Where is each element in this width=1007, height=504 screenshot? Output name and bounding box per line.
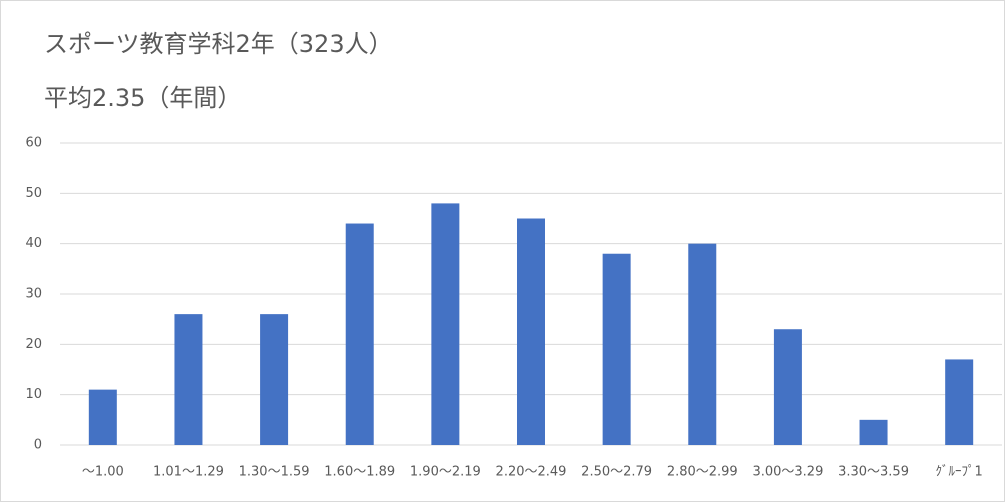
x-tick-label: 1.01～1.29 — [153, 465, 224, 480]
x-tick-label: 3.30～3.59 — [838, 465, 909, 480]
bar — [88, 389, 117, 445]
bar — [773, 329, 802, 445]
x-tick-label: 2.50～2.79 — [581, 465, 652, 480]
bar — [174, 314, 203, 445]
x-tick-label: ～1.00 — [82, 465, 124, 480]
x-tick-label: 3.00～3.29 — [752, 465, 823, 480]
bar — [859, 419, 888, 445]
x-tick-label: 1.30～1.59 — [239, 465, 310, 480]
bar — [260, 314, 289, 445]
bar — [345, 223, 374, 445]
y-tick-label: 60 — [25, 136, 42, 151]
chart-title: スポーツ教育学科2年（323人） — [44, 30, 393, 58]
bar — [688, 243, 717, 445]
bar — [431, 203, 460, 445]
y-tick-label: 10 — [25, 387, 42, 402]
x-tick-label: ｸﾞﾙｰﾌﾟ1 — [936, 465, 983, 480]
y-tick-label: 20 — [25, 337, 42, 352]
chart-subtitle: 平均2.35（年間） — [44, 84, 241, 112]
y-tick-label: 30 — [25, 287, 42, 302]
x-tick-label: 1.90～2.19 — [410, 465, 481, 480]
bar — [517, 218, 545, 445]
y-tick-label: 50 — [25, 186, 42, 201]
x-tick-label: 2.80～2.99 — [667, 465, 738, 480]
y-tick-label: 0 — [34, 438, 42, 453]
y-tick-label: 40 — [25, 236, 42, 251]
bar — [602, 253, 631, 445]
bar — [945, 359, 974, 445]
x-tick-label: 1.60～1.89 — [324, 465, 395, 480]
x-tick-label: 2.20～2.49 — [496, 465, 567, 480]
